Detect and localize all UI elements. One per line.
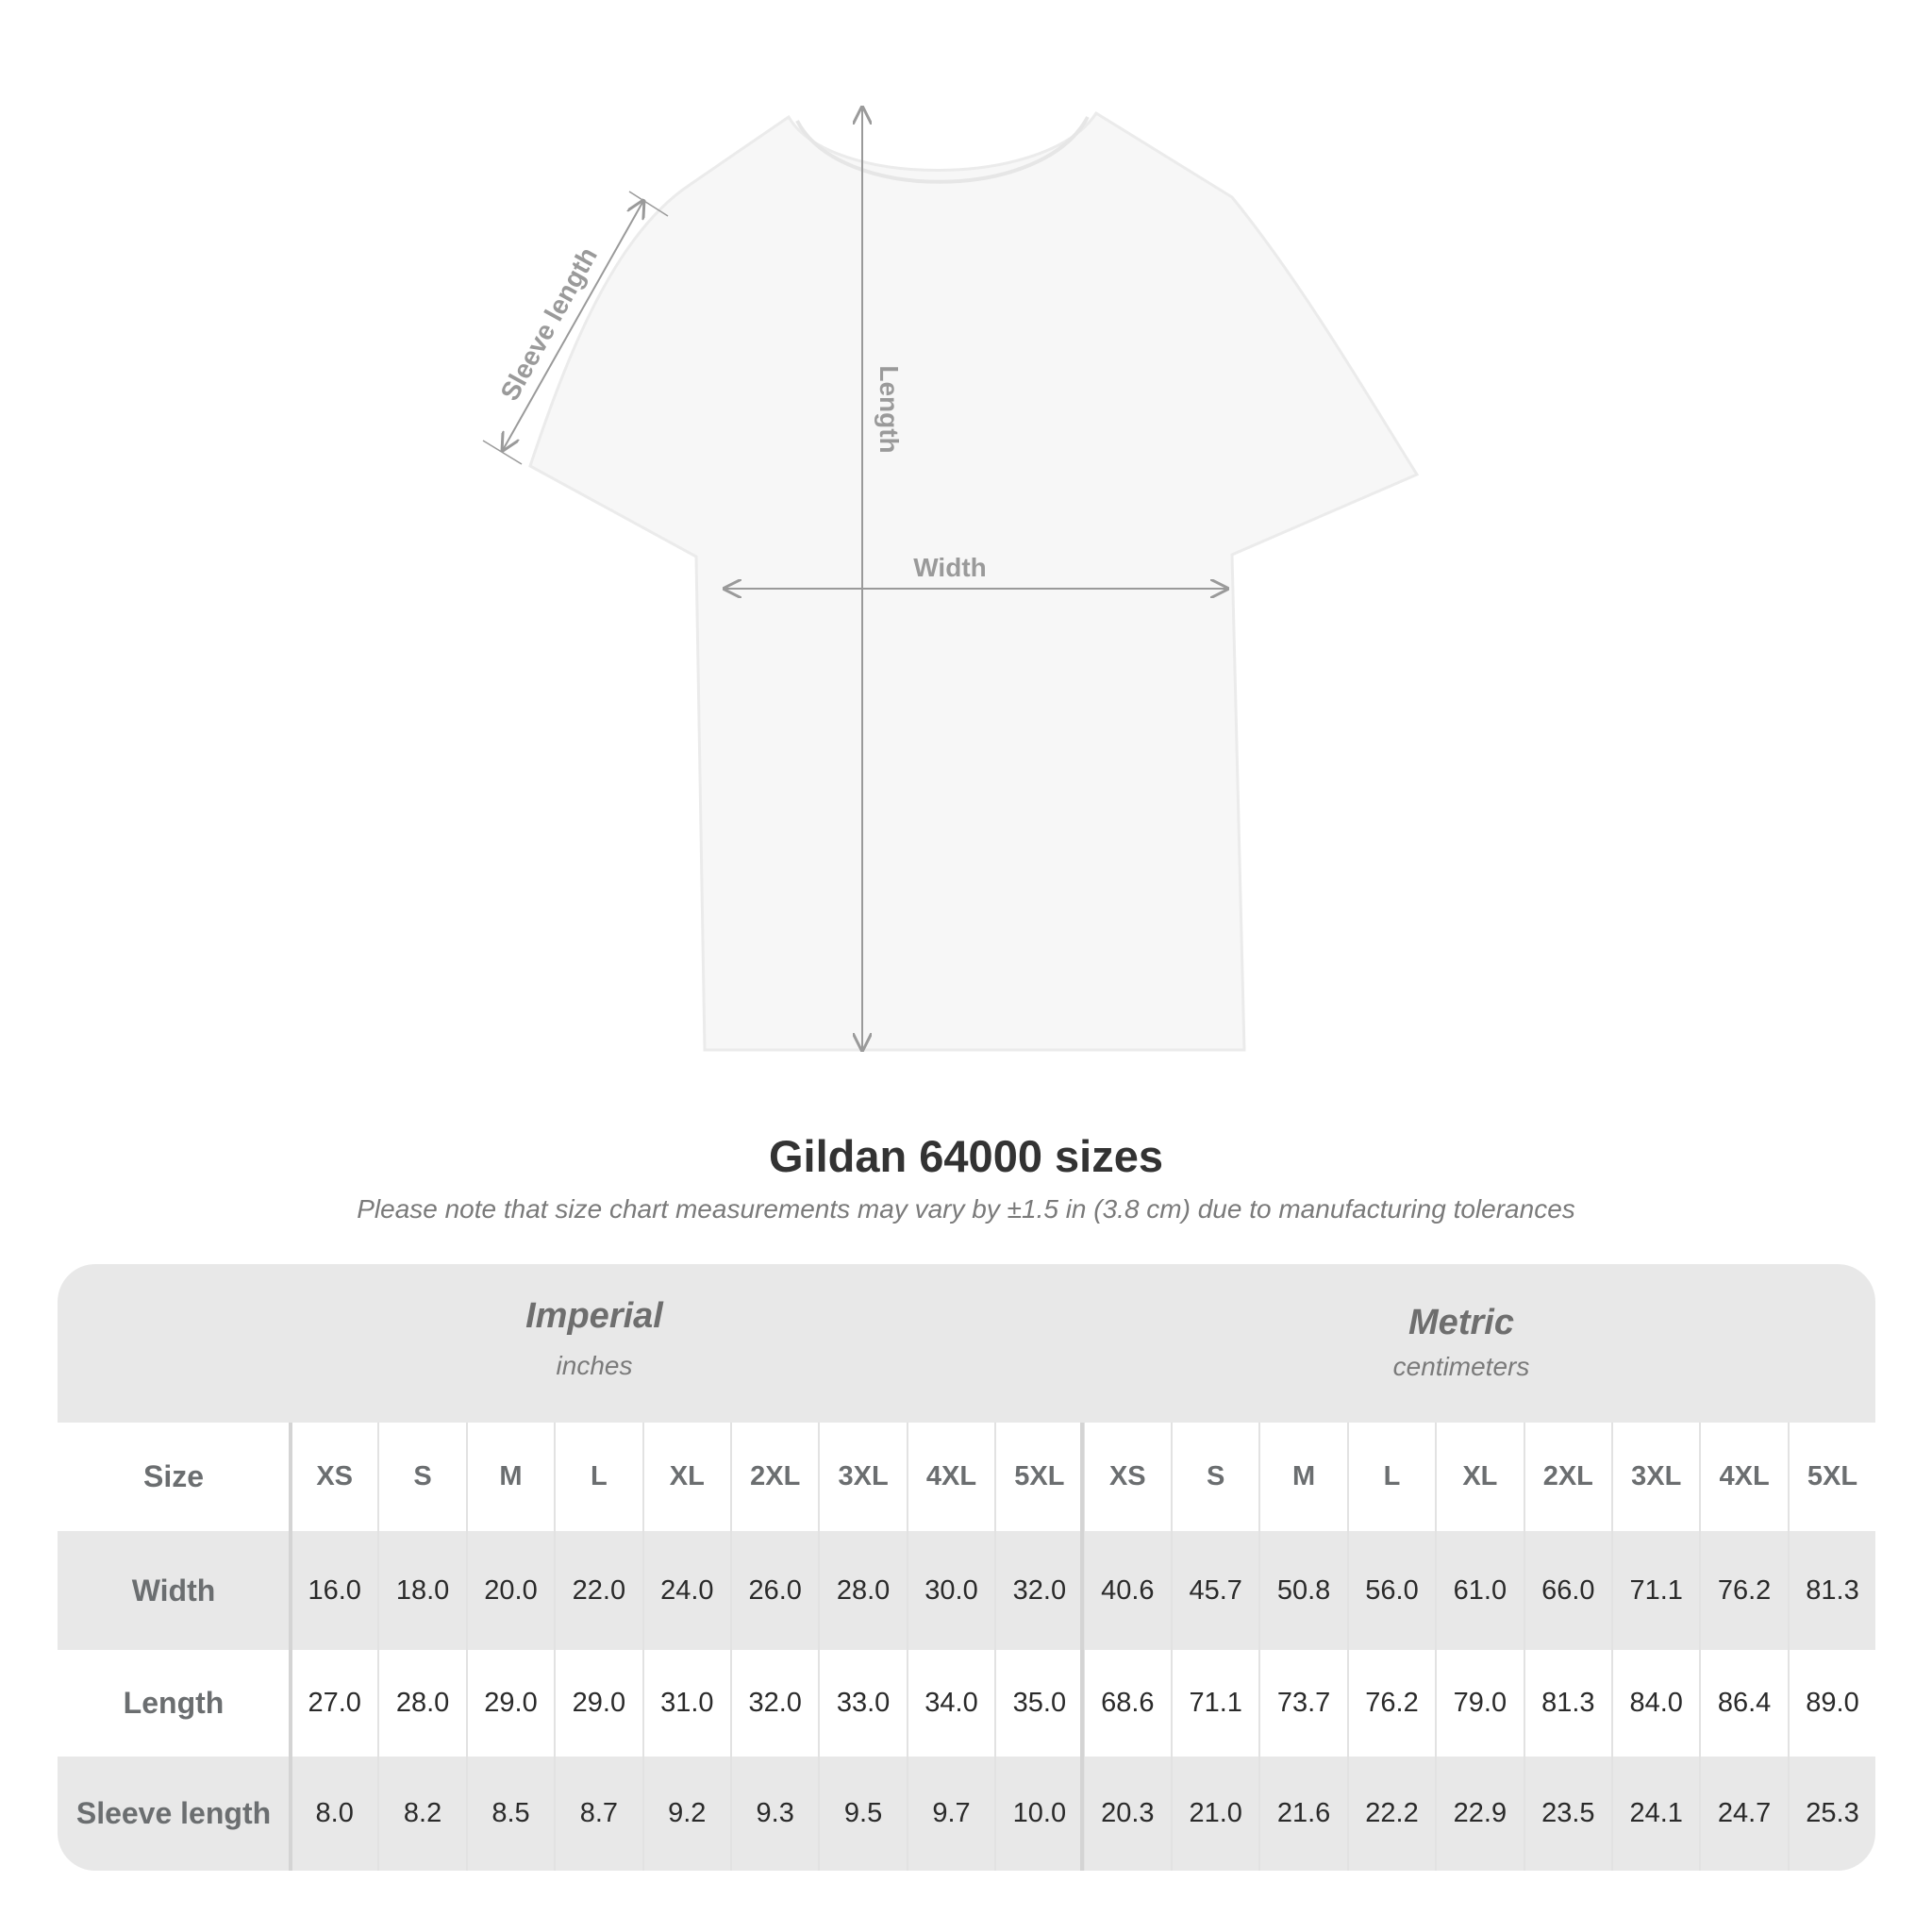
imperial-value-cell: 20.0 — [465, 1531, 554, 1650]
table-row: Width 16.0 18.0 20.0 22.0 24.0 26.0 28.0 30.0 32.… — [58, 1531, 1875, 1650]
metric-value-cell: 24.7 — [1699, 1757, 1787, 1871]
size-column-header: XL — [641, 1423, 730, 1531]
imperial-value-cell: 27.0 — [290, 1650, 377, 1757]
imperial-unit: inches — [556, 1351, 633, 1380]
metric-value-cell: 40.6 — [1082, 1531, 1171, 1650]
imperial-value-cell: 10.0 — [994, 1757, 1082, 1871]
imperial-value-cell: 29.0 — [554, 1650, 641, 1757]
metric-value-cell: 71.1 — [1611, 1531, 1699, 1650]
metric-value-cell: 76.2 — [1346, 1650, 1435, 1757]
imperial-value-cell: 26.0 — [730, 1531, 818, 1650]
size-column-header: M — [465, 1423, 554, 1531]
imperial-value-cell: 22.0 — [554, 1531, 641, 1650]
metric-value-cell: 21.6 — [1258, 1757, 1346, 1871]
imperial-value-cell: 28.0 — [377, 1650, 465, 1757]
row-label: Width — [131, 1573, 216, 1607]
metric-value-cell: 56.0 — [1346, 1531, 1435, 1650]
sleeve-tick — [628, 191, 669, 217]
imperial-value-cell: 9.3 — [730, 1757, 818, 1871]
metric-value-cell: 71.1 — [1171, 1650, 1258, 1757]
metric-value-cell: 68.6 — [1082, 1650, 1171, 1757]
metric-value-cell: 25.3 — [1787, 1757, 1875, 1871]
imperial-value-cell: 24.0 — [641, 1531, 730, 1650]
size-column-header: 5XL — [994, 1423, 1082, 1531]
row-label: Length — [123, 1686, 225, 1720]
size-column-header: 2XL — [730, 1423, 818, 1531]
imperial-value-cell: 9.5 — [818, 1757, 906, 1871]
metric-value-cell: 79.0 — [1435, 1650, 1523, 1757]
collar — [795, 116, 1090, 184]
imperial-value-cell: 34.0 — [906, 1650, 994, 1757]
imperial-value-cell: 31.0 — [641, 1650, 730, 1757]
size-column-header: M — [1258, 1423, 1346, 1531]
page-title: Gildan 64000 sizes — [768, 1131, 1164, 1181]
table-row: Sleeve length 8.0 8.2 8.5 8.7 9.2 9.3 9.5 9.7 10.… — [58, 1757, 1875, 1871]
size-header: Size — [142, 1459, 205, 1493]
metric-value-cell: 21.0 — [1171, 1757, 1258, 1871]
imperial-value-cell: 8.0 — [290, 1757, 377, 1871]
metric-value-cell: 86.4 — [1699, 1650, 1787, 1757]
imperial-value-cell: 18.0 — [377, 1531, 465, 1650]
column-separator — [1080, 1423, 1084, 1871]
size-column-header: 4XL — [1699, 1423, 1787, 1531]
imperial-value-cell: 28.0 — [818, 1531, 906, 1650]
metric-value-cell: 81.3 — [1787, 1531, 1875, 1650]
size-column-header: XS — [290, 1423, 377, 1531]
size-column-header: XL — [1435, 1423, 1523, 1531]
metric-title: Metric — [1408, 1303, 1514, 1342]
metric-value-cell: 50.8 — [1258, 1531, 1346, 1650]
imperial-value-cell: 8.7 — [554, 1757, 641, 1871]
metric-value-cell: 81.3 — [1523, 1650, 1611, 1757]
tshirt-diagram: Length Width Sleeve length — [482, 0, 1420, 1094]
imperial-value-cell: 32.0 — [994, 1531, 1082, 1650]
imperial-value-cell: 29.0 — [465, 1650, 554, 1757]
table-header-row: Size XS S M L XL 2XL 3XL 4XL 5XL XS S M L XL 2XL 3XL 4XL 5… — [58, 1423, 1875, 1531]
row-label: Sleeve length — [75, 1796, 272, 1830]
length-label: Length — [874, 365, 904, 453]
metric-value-cell: 73.7 — [1258, 1650, 1346, 1757]
metric-value-cell: 84.0 — [1611, 1650, 1699, 1757]
page-subtitle: Please note that size chart measurements… — [357, 1194, 1575, 1224]
size-column-header: 4XL — [906, 1423, 994, 1531]
size-column-header: 5XL — [1787, 1423, 1875, 1531]
metric-value-cell: 24.1 — [1611, 1757, 1699, 1871]
metric-value-cell: 22.2 — [1346, 1757, 1435, 1871]
imperial-value-cell: 30.0 — [906, 1531, 994, 1650]
size-column-header: S — [1171, 1423, 1258, 1531]
table-header-band — [58, 1264, 1875, 1423]
metric-value-cell: 89.0 — [1787, 1650, 1875, 1757]
size-column-header: 2XL — [1523, 1423, 1611, 1531]
metric-value-cell: 66.0 — [1523, 1531, 1611, 1650]
imperial-value-cell: 9.7 — [906, 1757, 994, 1871]
sleeve-tick — [482, 440, 523, 465]
size-column-header: S — [377, 1423, 465, 1531]
size-column-header: L — [1346, 1423, 1435, 1531]
imperial-title: Imperial — [525, 1296, 663, 1336]
metric-value-cell: 23.5 — [1523, 1757, 1611, 1871]
size-table: Imperial inches Metric centimeters Size X… — [58, 1264, 1875, 1871]
imperial-value-cell: 8.2 — [377, 1757, 465, 1871]
imperial-value-cell: 35.0 — [994, 1650, 1082, 1757]
table-row: Length 27.0 28.0 29.0 29.0 31.0 32.0 33.0 34.0 35… — [58, 1650, 1875, 1757]
imperial-value-cell: 9.2 — [641, 1757, 730, 1871]
sleeve-measure-line — [503, 201, 643, 450]
metric-value-cell: 20.3 — [1082, 1757, 1171, 1871]
size-column-header: 3XL — [818, 1423, 906, 1531]
metric-value-cell: 22.9 — [1435, 1757, 1523, 1871]
width-label: Width — [913, 553, 987, 582]
imperial-value-cell: 8.5 — [465, 1757, 554, 1871]
metric-value-cell: 76.2 — [1699, 1531, 1787, 1650]
column-separator — [289, 1423, 292, 1871]
metric-unit: centimeters — [1392, 1352, 1530, 1381]
size-column-header: L — [554, 1423, 641, 1531]
imperial-value-cell: 32.0 — [730, 1650, 818, 1757]
size-column-header: XS — [1082, 1423, 1171, 1531]
metric-value-cell: 45.7 — [1171, 1531, 1258, 1650]
imperial-value-cell: 33.0 — [818, 1650, 906, 1757]
metric-value-cell: 61.0 — [1435, 1531, 1523, 1650]
size-column-header: 3XL — [1611, 1423, 1699, 1531]
imperial-value-cell: 16.0 — [290, 1531, 377, 1650]
